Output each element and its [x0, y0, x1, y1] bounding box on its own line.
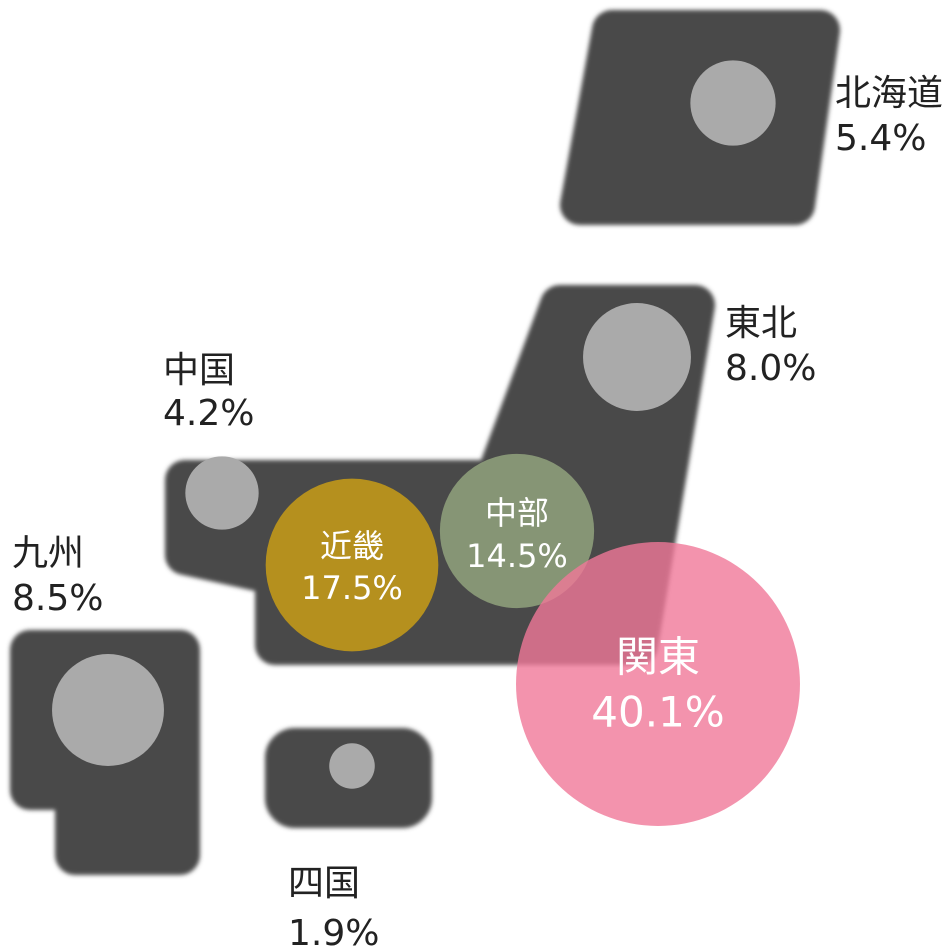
region-value: 1.9% [288, 913, 379, 951]
region-value: 40.1% [591, 688, 724, 737]
bubble [52, 654, 164, 766]
region-value: 14.5% [466, 537, 568, 575]
region-value: 8.5% [12, 578, 103, 619]
bubble [583, 303, 691, 411]
region-name: 四国 [288, 863, 360, 904]
bubble [439, 453, 595, 609]
region-name: 近畿 [320, 527, 384, 565]
region-value: 17.5% [301, 569, 403, 607]
bubble [690, 60, 776, 146]
region-name: 東北 [725, 303, 797, 344]
region-name: 中国 [163, 350, 235, 391]
region-value: 4.2% [163, 393, 254, 434]
region-name: 北海道 [835, 73, 943, 114]
region-value: 8.0% [725, 348, 816, 389]
region-name: 九州 [12, 533, 84, 574]
bubble [329, 743, 375, 789]
region-value: 5.4% [835, 118, 926, 159]
bubbles [52, 60, 800, 826]
region-name: 関東 [616, 633, 700, 682]
bubble [516, 542, 800, 826]
region-name: 中部 [485, 494, 549, 532]
bubble [185, 456, 259, 530]
bubble [265, 478, 439, 652]
